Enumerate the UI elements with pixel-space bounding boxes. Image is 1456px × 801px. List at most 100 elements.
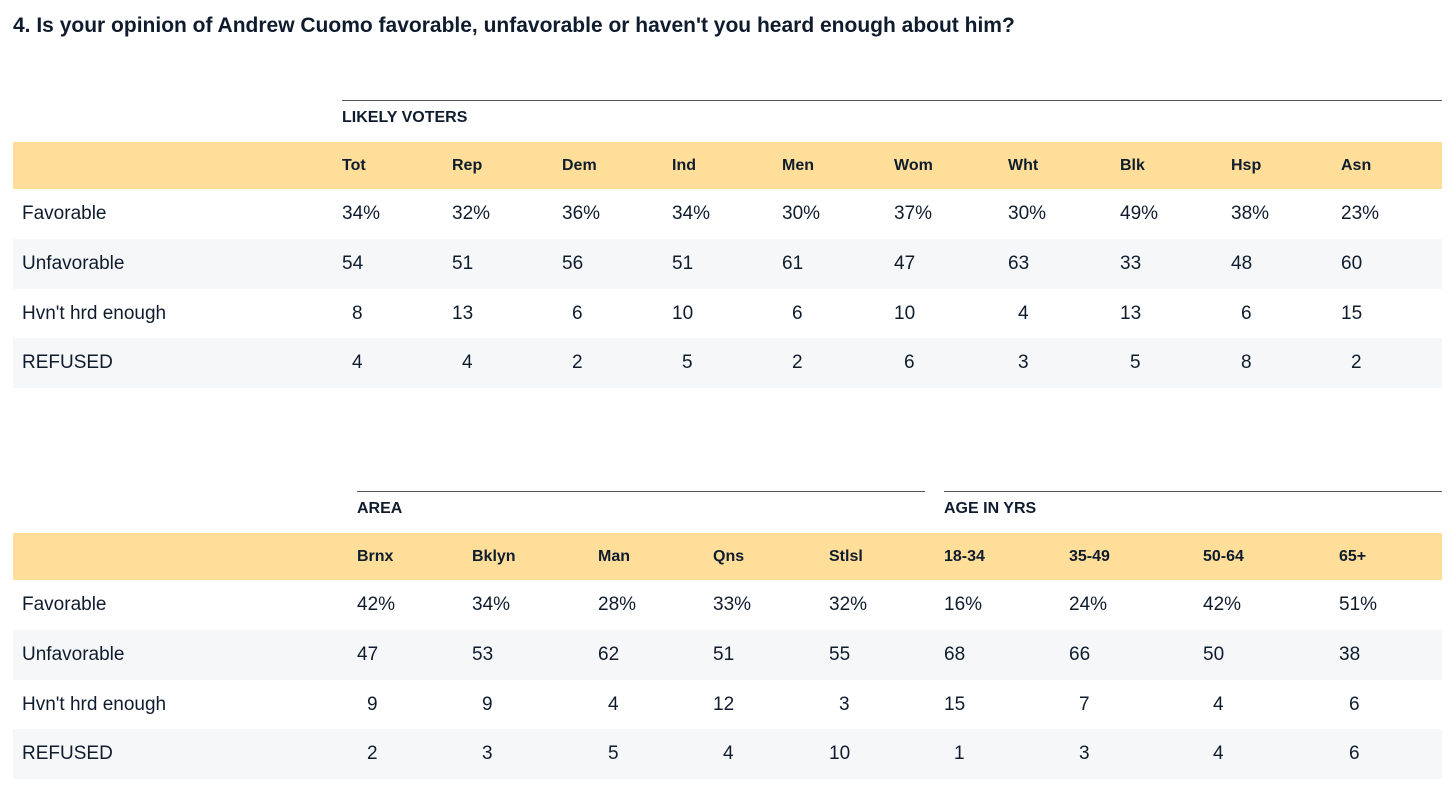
column-header: Tot xyxy=(342,157,366,174)
table-cell: 51% xyxy=(1339,594,1378,615)
column-header: Ind xyxy=(672,157,696,174)
column-header: Wht xyxy=(1008,157,1039,174)
table-cell: 12 xyxy=(713,694,735,715)
table-cell: 6 xyxy=(1349,743,1360,764)
table-cell: 51 xyxy=(452,253,474,274)
table-cell: 61 xyxy=(782,253,804,274)
area-label: AREA xyxy=(357,500,403,517)
likely-voters-rule xyxy=(342,100,1442,101)
table-cell: 34% xyxy=(672,203,711,224)
table-cell: 68 xyxy=(944,644,966,665)
table-cell: 3 xyxy=(1079,743,1090,764)
table-cell: 6 xyxy=(1241,303,1252,324)
row-label: Favorable xyxy=(22,594,107,615)
row-label: REFUSED xyxy=(22,352,113,373)
table-cell: 2 xyxy=(792,352,803,373)
table-row xyxy=(13,189,1442,239)
column-header: 50-64 xyxy=(1203,548,1244,565)
column-header: 65+ xyxy=(1339,548,1367,565)
table-cell: 4 xyxy=(462,352,473,373)
table-cell: 42% xyxy=(1203,594,1242,615)
table-cell: 5 xyxy=(608,743,619,764)
table-cell: 60 xyxy=(1341,253,1363,274)
table-cell: 15 xyxy=(1341,303,1363,324)
table-cell: 24% xyxy=(1069,594,1108,615)
table-cell: 36% xyxy=(562,203,601,224)
table-cell: 2 xyxy=(367,743,378,764)
table-row xyxy=(13,239,1442,289)
table-cell: 13 xyxy=(1120,303,1142,324)
table-cell: 3 xyxy=(1018,352,1029,373)
column-header: Rep xyxy=(452,157,483,174)
likely-voters-label: LIKELY VOTERS xyxy=(342,109,468,126)
row-label: Hvn't hrd enough xyxy=(22,303,167,324)
column-header: Bklyn xyxy=(472,548,516,565)
table-cell: 4 xyxy=(608,694,619,715)
table-cell: 15 xyxy=(944,694,966,715)
table-cell: 10 xyxy=(894,303,916,324)
table-cell: 42% xyxy=(357,594,396,615)
age-label: AGE IN YRS xyxy=(944,500,1037,517)
table-cell: 30% xyxy=(1008,203,1047,224)
table-cell: 4 xyxy=(1213,694,1224,715)
column-header: 18-34 xyxy=(944,548,985,565)
age-rule xyxy=(944,491,1442,492)
table-row xyxy=(13,729,1442,779)
table-cell: 34% xyxy=(472,594,511,615)
table-cell: 53 xyxy=(472,644,494,665)
table-row xyxy=(13,289,1442,339)
table-cell: 6 xyxy=(572,303,583,324)
column-header: Stlsl xyxy=(829,548,863,565)
table-cell: 2 xyxy=(572,352,583,373)
column-header: Hsp xyxy=(1231,157,1262,174)
table-cell: 13 xyxy=(452,303,474,324)
column-header: Dem xyxy=(562,157,597,174)
table-cell: 3 xyxy=(839,694,850,715)
table-cell: 5 xyxy=(682,352,693,373)
table-cell: 37% xyxy=(894,203,933,224)
row-label: Unfavorable xyxy=(22,644,125,665)
table-row xyxy=(13,338,1442,388)
table-cell: 47 xyxy=(894,253,916,274)
table-cell: 56 xyxy=(562,253,584,274)
table-cell: 9 xyxy=(482,694,493,715)
row-label: Favorable xyxy=(22,203,107,224)
table-cell: 16% xyxy=(944,594,983,615)
table-cell: 32% xyxy=(829,594,868,615)
table-cell: 5 xyxy=(1130,352,1141,373)
table-cell: 10 xyxy=(672,303,694,324)
table-cell: 4 xyxy=(1213,743,1224,764)
table-cell: 28% xyxy=(598,594,637,615)
column-header: Man xyxy=(598,548,630,565)
table-cell: 9 xyxy=(367,694,378,715)
table-cell: 49% xyxy=(1120,203,1159,224)
table-cell: 55 xyxy=(829,644,851,665)
table-cell: 48 xyxy=(1231,253,1253,274)
table-cell: 7 xyxy=(1079,694,1090,715)
table-cell: 38% xyxy=(1231,203,1270,224)
table-cell: 51 xyxy=(672,253,694,274)
table-cell: 51 xyxy=(713,644,735,665)
table-cell: 38 xyxy=(1339,644,1361,665)
table-cell: 10 xyxy=(829,743,851,764)
column-header: Asn xyxy=(1341,157,1372,174)
table-cell: 4 xyxy=(352,352,363,373)
header-band xyxy=(13,533,1442,580)
table-cell: 62 xyxy=(598,644,620,665)
column-header: Blk xyxy=(1120,157,1145,174)
column-header: Brnx xyxy=(357,548,394,565)
table-cell: 6 xyxy=(904,352,915,373)
table-cell: 4 xyxy=(723,743,734,764)
table-cell: 63 xyxy=(1008,253,1030,274)
table-cell: 4 xyxy=(1018,303,1029,324)
table-cell: 3 xyxy=(482,743,493,764)
table-cell: 6 xyxy=(1349,694,1360,715)
table-cell: 33 xyxy=(1120,253,1142,274)
table-cell: 1 xyxy=(954,743,965,764)
row-label: Hvn't hrd enough xyxy=(22,694,167,715)
table-cell: 2 xyxy=(1351,352,1362,373)
table-cell: 30% xyxy=(782,203,821,224)
table-cell: 6 xyxy=(792,303,803,324)
table-cell: 8 xyxy=(352,303,363,324)
table-cell: 23% xyxy=(1341,203,1380,224)
